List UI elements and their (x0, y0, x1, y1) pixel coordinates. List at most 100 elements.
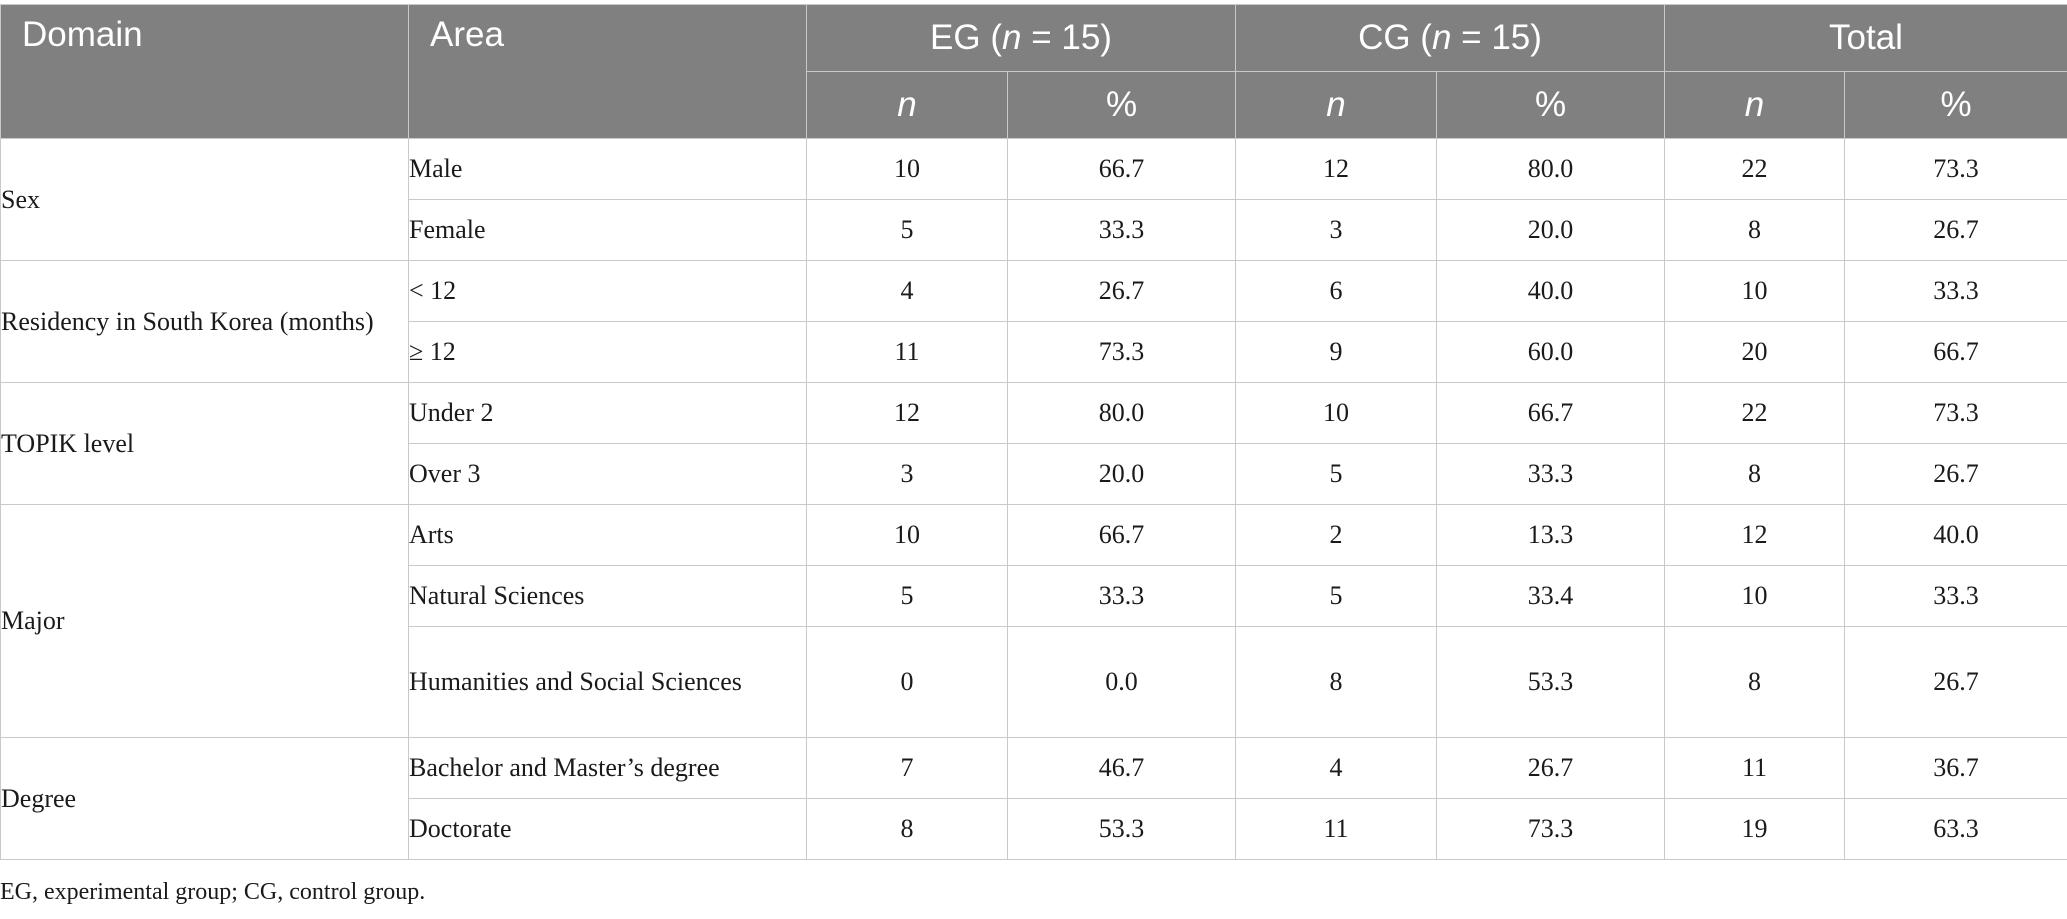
table-footnote: EG, experimental group; CG, control grou… (0, 879, 426, 905)
eg-n-cell: 10 (806, 138, 1008, 200)
table-row: Sex Male 10 66.7 12 80.0 22 73.3 (0, 138, 2067, 261)
eg-n-cell: 8 (806, 798, 1008, 860)
eg-pct-cell: 26.7 (1007, 260, 1236, 322)
eg-n-cell: 4 (806, 260, 1008, 322)
cg-n-cell: 5 (1235, 565, 1437, 627)
header-row-sub: n % n % n % (1, 71, 2067, 139)
header-row-groups: Domain Area EG (n = 15) CG (n = 15) Tota… (0, 4, 2067, 139)
demographics-table: Domain Area EG (n = 15) CG (n = 15) Tota… (0, 4, 2067, 860)
cg-pct-cell: 60.0 (1436, 321, 1665, 383)
cg-n-cell: 12 (1235, 138, 1437, 200)
header-eg: EG (n = 15) (806, 4, 1236, 72)
table-row: Doctorate 8 53.3 11 73.3 19 63.3 (1, 798, 2067, 860)
total-n-cell: 10 (1664, 260, 1845, 322)
domain-cell: Major (0, 504, 409, 738)
cg-pct-cell: 66.7 (1436, 382, 1665, 444)
header-eg-pct-col: % (1007, 71, 1236, 139)
header-area: Area (408, 4, 807, 139)
table-row: Major Arts 10 66.7 2 13.3 12 40.0 (0, 504, 2067, 738)
cg-pct-cell: 33.3 (1436, 443, 1665, 505)
cg-n-cell: 11 (1235, 798, 1437, 860)
cg-pct-cell: 80.0 (1436, 138, 1665, 200)
header-eg-prefix: EG ( (930, 18, 1002, 57)
table-row: TOPIK level Under 2 12 80.0 10 66.7 22 7… (0, 382, 2067, 505)
cg-pct-cell: 40.0 (1436, 260, 1665, 322)
total-n-cell: 8 (1664, 443, 1845, 505)
cg-pct-cell: 26.7 (1436, 737, 1665, 799)
cg-n-cell: 9 (1235, 321, 1437, 383)
total-pct-cell: 26.7 (1844, 199, 2067, 261)
eg-n-cell: 7 (806, 737, 1008, 799)
table-header: Domain Area EG (n = 15) CG (n = 15) Tota… (0, 4, 2067, 139)
eg-pct-cell: 80.0 (1007, 382, 1236, 444)
header-eg-n-col: n (806, 71, 1008, 139)
eg-pct-cell: 33.3 (1007, 199, 1236, 261)
cg-n-cell: 3 (1235, 199, 1437, 261)
header-total-pct-col: % (1844, 71, 2067, 139)
total-n-cell: 12 (1664, 504, 1845, 566)
area-cell: Over 3 (408, 443, 807, 505)
area-cell: Under 2 (408, 382, 807, 444)
cg-pct-cell: 20.0 (1436, 199, 1665, 261)
total-pct-cell: 73.3 (1844, 138, 2067, 200)
area-cell: Arts (408, 504, 807, 566)
total-pct-cell: 33.3 (1844, 565, 2067, 627)
header-cg-n-col: n (1235, 71, 1437, 139)
total-pct-cell: 33.3 (1844, 260, 2067, 322)
total-n-cell: 8 (1664, 626, 1845, 738)
area-cell: Doctorate (408, 798, 807, 860)
header-domain: Domain (0, 4, 409, 139)
eg-pct-cell: 33.3 (1007, 565, 1236, 627)
area-cell: Male (408, 138, 807, 200)
cg-pct-cell: 33.4 (1436, 565, 1665, 627)
total-n-cell: 22 (1664, 382, 1845, 444)
eg-pct-cell: 53.3 (1007, 798, 1236, 860)
eg-n-cell: 5 (806, 565, 1008, 627)
cg-pct-cell: 53.3 (1436, 626, 1665, 738)
table-row: Female 5 33.3 3 20.0 8 26.7 (1, 199, 2067, 261)
table-row: Humanities and Social Sciences 0 0.0 8 5… (1, 626, 2067, 738)
eg-pct-cell: 66.7 (1007, 504, 1236, 566)
cg-n-cell: 2 (1235, 504, 1437, 566)
domain-cell: Residency in South Korea (months) (0, 260, 409, 383)
total-n-cell: 20 (1664, 321, 1845, 383)
eg-n-cell: 3 (806, 443, 1008, 505)
total-pct-cell: 40.0 (1844, 504, 2067, 566)
area-cell: Female (408, 199, 807, 261)
total-pct-cell: 26.7 (1844, 626, 2067, 738)
total-n-cell: 22 (1664, 138, 1845, 200)
eg-pct-cell: 73.3 (1007, 321, 1236, 383)
header-cg-n: n (1431, 18, 1452, 57)
header-total-n-col: n (1664, 71, 1845, 139)
eg-n-cell: 12 (806, 382, 1008, 444)
area-cell: ≥ 12 (408, 321, 807, 383)
domain-cell: TOPIK level (0, 382, 409, 505)
total-n-cell: 8 (1664, 199, 1845, 261)
header-cg: CG (n = 15) (1235, 4, 1665, 72)
header-total: Total (1664, 4, 2067, 72)
cg-n-cell: 4 (1235, 737, 1437, 799)
cg-n-cell: 5 (1235, 443, 1437, 505)
cg-n-cell: 8 (1235, 626, 1437, 738)
eg-n-cell: 5 (806, 199, 1008, 261)
eg-pct-cell: 66.7 (1007, 138, 1236, 200)
table-body: Sex Male 10 66.7 12 80.0 22 73.3 Female … (0, 138, 2067, 860)
eg-pct-cell: 0.0 (1007, 626, 1236, 738)
header-eg-suffix: = 15) (1021, 18, 1112, 57)
area-cell: Natural Sciences (408, 565, 807, 627)
cg-pct-cell: 73.3 (1436, 798, 1665, 860)
cg-pct-cell: 13.3 (1436, 504, 1665, 566)
eg-n-cell: 11 (806, 321, 1008, 383)
header-eg-n: n (1002, 18, 1022, 57)
table-row: Residency in South Korea (months) < 12 4… (0, 260, 2067, 383)
total-pct-cell: 66.7 (1844, 321, 2067, 383)
eg-n-cell: 0 (806, 626, 1008, 738)
domain-cell: Degree (0, 737, 409, 860)
total-pct-cell: 63.3 (1844, 798, 2067, 860)
header-cg-suffix: = 15) (1451, 18, 1542, 57)
total-pct-cell: 73.3 (1844, 382, 2067, 444)
total-pct-cell: 26.7 (1844, 443, 2067, 505)
cg-n-cell: 6 (1235, 260, 1437, 322)
domain-cell: Sex (0, 138, 409, 261)
header-cg-pct-col: % (1436, 71, 1665, 139)
